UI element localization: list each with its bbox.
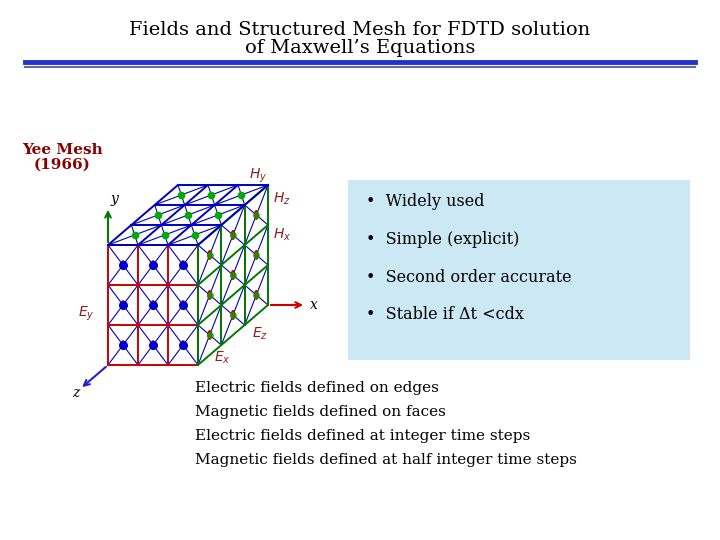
- Ellipse shape: [181, 340, 186, 350]
- Ellipse shape: [230, 310, 235, 320]
- Text: Electric fields defined on edges: Electric fields defined on edges: [195, 381, 439, 395]
- Text: z: z: [72, 386, 79, 400]
- Ellipse shape: [150, 260, 156, 270]
- Text: Magnetic fields defined at half integer time steps: Magnetic fields defined at half integer …: [195, 453, 577, 467]
- Text: •  Second order accurate: • Second order accurate: [366, 268, 572, 286]
- Text: of Maxwell’s Equations: of Maxwell’s Equations: [245, 39, 475, 57]
- Text: •  Simple (explicit): • Simple (explicit): [366, 231, 519, 248]
- Polygon shape: [108, 185, 268, 245]
- Ellipse shape: [230, 270, 235, 280]
- Text: $H_y$: $H_y$: [249, 167, 267, 185]
- Ellipse shape: [120, 340, 125, 350]
- Text: $H_x$: $H_x$: [273, 227, 292, 244]
- Text: $E_y$: $E_y$: [78, 305, 94, 323]
- Ellipse shape: [254, 210, 258, 220]
- Ellipse shape: [254, 250, 258, 260]
- Polygon shape: [198, 185, 268, 365]
- Ellipse shape: [230, 230, 235, 240]
- Ellipse shape: [207, 250, 212, 260]
- Text: $E_z$: $E_z$: [253, 326, 269, 342]
- Ellipse shape: [181, 260, 186, 270]
- Ellipse shape: [150, 340, 156, 350]
- Ellipse shape: [120, 300, 125, 310]
- Ellipse shape: [207, 330, 212, 340]
- Text: $H_z$: $H_z$: [273, 191, 291, 207]
- Ellipse shape: [150, 300, 156, 310]
- Text: •  Stable if Δt <cdx: • Stable if Δt <cdx: [366, 306, 524, 323]
- Text: Fields and Structured Mesh for FDTD solution: Fields and Structured Mesh for FDTD solu…: [130, 21, 590, 39]
- Ellipse shape: [181, 300, 186, 310]
- Text: Electric fields defined at integer time steps: Electric fields defined at integer time …: [195, 429, 530, 443]
- Ellipse shape: [207, 290, 212, 300]
- Ellipse shape: [254, 290, 258, 300]
- Text: y: y: [111, 192, 119, 206]
- Text: •  Widely used: • Widely used: [366, 193, 485, 211]
- Ellipse shape: [120, 260, 125, 270]
- Text: (1966): (1966): [34, 158, 91, 172]
- Polygon shape: [108, 245, 198, 365]
- Text: x: x: [310, 298, 318, 312]
- Text: $E_x$: $E_x$: [215, 350, 231, 367]
- Text: Yee Mesh: Yee Mesh: [22, 143, 102, 157]
- Bar: [348, 180, 690, 360]
- Text: Magnetic fields defined on faces: Magnetic fields defined on faces: [195, 405, 446, 419]
